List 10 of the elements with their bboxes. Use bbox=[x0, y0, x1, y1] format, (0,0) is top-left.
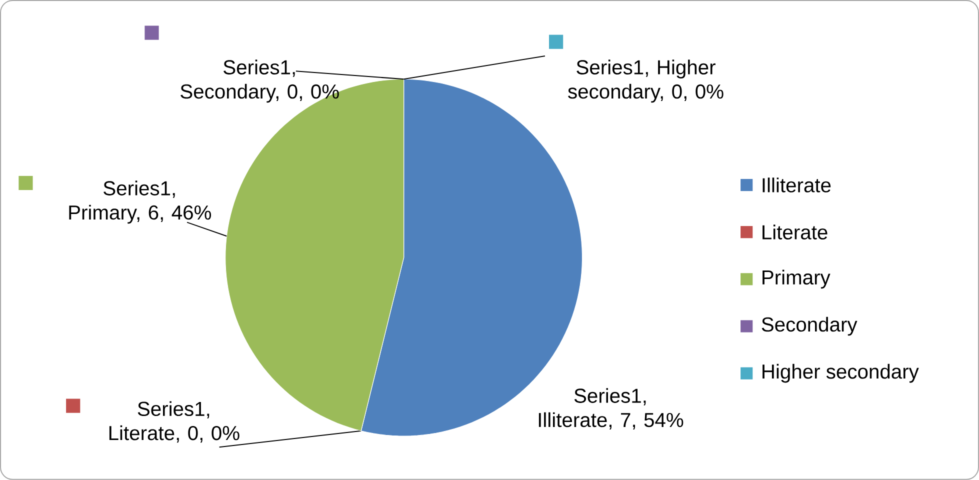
text: Series1, Higher secondary, 0, 0% bbox=[568, 60, 724, 103]
text: Series1, Secondary, 0, 0% bbox=[180, 60, 339, 103]
data-label: Series1, Illiterate, 7, 54% bbox=[538, 388, 684, 430]
legend-label: Primary bbox=[762, 270, 830, 289]
legend-label: Illiterate bbox=[762, 178, 831, 192]
data-label: Series1, Primary, 6, 46% bbox=[69, 180, 212, 224]
legend-label: Literate bbox=[762, 224, 828, 240]
legend-label: Higher secondary bbox=[762, 364, 919, 383]
legend-label: Secondary bbox=[762, 316, 858, 336]
text: Series1, Literate, 0, 0% bbox=[109, 401, 240, 443]
